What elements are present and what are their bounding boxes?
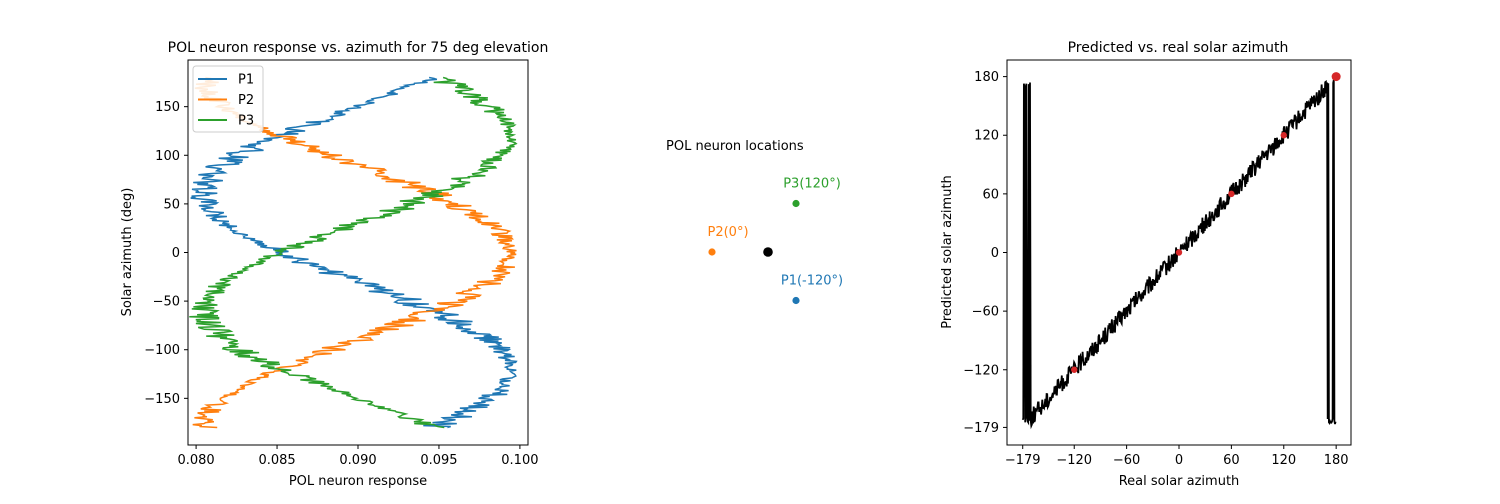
response-y-tick-label: −100: [144, 343, 180, 358]
prediction-marker: [1175, 249, 1183, 256]
response-y-tick-label: 0: [172, 246, 180, 261]
prediction-x-tick-label: 0: [1175, 453, 1183, 468]
response-x-tick-label: 0.090: [339, 453, 376, 468]
response-legend-box: [192, 65, 264, 133]
prediction-x-axis-label: Real solar azimuth: [1119, 474, 1240, 489]
response-x-tick-label: 0.095: [420, 453, 457, 468]
prediction-x-tick-label: 60: [1223, 453, 1240, 468]
prediction-series-group: [1021, 72, 1341, 430]
prediction-y-tick-label: 60: [982, 187, 999, 202]
prediction-y-tick-label: −120: [963, 363, 999, 378]
response-y-tick-label: 150: [155, 100, 180, 115]
prediction-x-tick-label: −60: [1113, 453, 1140, 468]
center-point: [763, 247, 773, 257]
response-x-tick-label: 0.085: [258, 453, 295, 468]
prediction-chart-title: Predicted vs. real solar azimuth: [1068, 40, 1289, 56]
neuron-location-point: [792, 296, 800, 305]
response-legend: P1 P2 P3: [192, 65, 264, 133]
prediction-y-tick-label: −179: [963, 421, 999, 436]
response-chart-title: POL neuron response vs. azimuth for 75 d…: [168, 40, 549, 56]
response-y-ticks: −150 −100 −50 0 50 100 150: [144, 100, 188, 407]
prediction-y-tick-label: 0: [991, 246, 999, 261]
response-chart: POL neuron response vs. azimuth for 75 d…: [120, 40, 548, 489]
neuron-location-points: P2(0°) P3(120°) P1(-120°): [707, 177, 843, 305]
neuron-location-point: [792, 199, 800, 208]
neuron-location-label: P2(0°): [707, 225, 748, 240]
neuron-location-label: P3(120°): [783, 177, 841, 192]
response-y-tick-label: 50: [163, 197, 180, 212]
response-y-tick-label: −150: [144, 392, 180, 407]
prediction-marker: [1331, 72, 1341, 82]
neuron-locations: POL neuron locations P2(0°) P3(120°) P1(-1…: [666, 139, 843, 305]
prediction-y-tick-label: 180: [974, 70, 999, 85]
legend-label-p3: P3: [238, 114, 254, 129]
legend-label-p2: P2: [238, 93, 254, 108]
neuron-location-label: P1(-120°): [781, 273, 843, 288]
neuron-location-point: [708, 248, 716, 256]
legend-label-p1: P1: [238, 73, 254, 88]
response-line-p3: [189, 76, 518, 429]
response-x-tick-label: 0.100: [501, 453, 538, 468]
neuron-locations-title: POL neuron locations: [666, 139, 804, 154]
response-y-tick-label: −50: [153, 295, 180, 310]
prediction-x-tick-label: 120: [1271, 453, 1296, 468]
prediction-y-ticks: −179 −120 −60 0 60 120 180: [963, 70, 1007, 436]
prediction-y-axis-label: Predicted solar azimuth: [940, 175, 955, 329]
prediction-y-tick-label: 120: [974, 129, 999, 144]
prediction-marker: [1228, 190, 1235, 198]
response-y-axis-label: Solar azimuth (deg): [120, 188, 135, 317]
prediction-x-tick-label: −120: [1056, 453, 1092, 468]
response-series-group: [189, 76, 518, 429]
response-x-tick-label: 0.080: [177, 453, 214, 468]
prediction-x-tick-label: 180: [1324, 453, 1349, 468]
response-x-ticks: 0.080 0.085 0.090 0.095 0.100: [177, 445, 539, 468]
response-x-axis-label: POL neuron response: [289, 474, 427, 489]
prediction-x-tick-label: −179: [1005, 453, 1041, 468]
response-y-tick-label: 100: [155, 149, 180, 164]
prediction-x-ticks: −179 −120 −60 0 60 120 180: [1005, 445, 1349, 468]
prediction-chart: Predicted vs. real solar azimuth −179 −12…: [940, 40, 1352, 489]
prediction-marker: [1280, 132, 1287, 139]
prediction-y-tick-label: −60: [972, 305, 999, 320]
prediction-marker: [1071, 366, 1078, 373]
